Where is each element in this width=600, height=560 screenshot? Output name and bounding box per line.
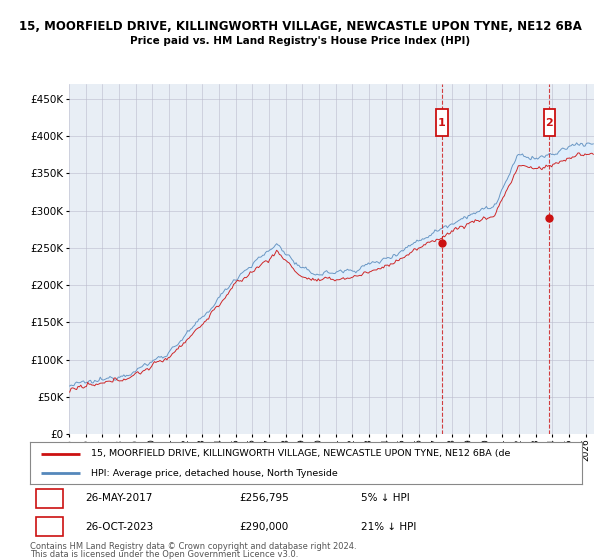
Bar	[436, 109, 448, 136]
Text: 1: 1	[438, 118, 446, 128]
Text: 21% ↓ HPI: 21% ↓ HPI	[361, 521, 416, 531]
Text: 15, MOORFIELD DRIVE, KILLINGWORTH VILLAGE, NEWCASTLE UPON TYNE, NE12 6BA: 15, MOORFIELD DRIVE, KILLINGWORTH VILLAG…	[19, 20, 581, 32]
Bar	[35, 489, 63, 508]
Bar	[35, 517, 63, 536]
Text: HPI: Average price, detached house, North Tyneside: HPI: Average price, detached house, Nort…	[91, 469, 337, 478]
Text: Contains HM Land Registry data © Crown copyright and database right 2024.: Contains HM Land Registry data © Crown c…	[30, 542, 356, 550]
Text: 1: 1	[46, 493, 53, 503]
Text: This data is licensed under the Open Government Licence v3.0.: This data is licensed under the Open Gov…	[30, 550, 298, 559]
Text: £256,795: £256,795	[240, 493, 290, 503]
Text: Price paid vs. HM Land Registry's House Price Index (HPI): Price paid vs. HM Land Registry's House …	[130, 36, 470, 46]
Text: 2: 2	[46, 521, 53, 531]
Text: 5% ↓ HPI: 5% ↓ HPI	[361, 493, 410, 503]
Bar	[544, 109, 556, 136]
Text: 26-OCT-2023: 26-OCT-2023	[85, 521, 154, 531]
Text: 15, MOORFIELD DRIVE, KILLINGWORTH VILLAGE, NEWCASTLE UPON TYNE, NE12 6BA (de: 15, MOORFIELD DRIVE, KILLINGWORTH VILLAG…	[91, 449, 510, 458]
Text: £290,000: £290,000	[240, 521, 289, 531]
Text: 26-MAY-2017: 26-MAY-2017	[85, 493, 152, 503]
Text: 2: 2	[545, 118, 553, 128]
